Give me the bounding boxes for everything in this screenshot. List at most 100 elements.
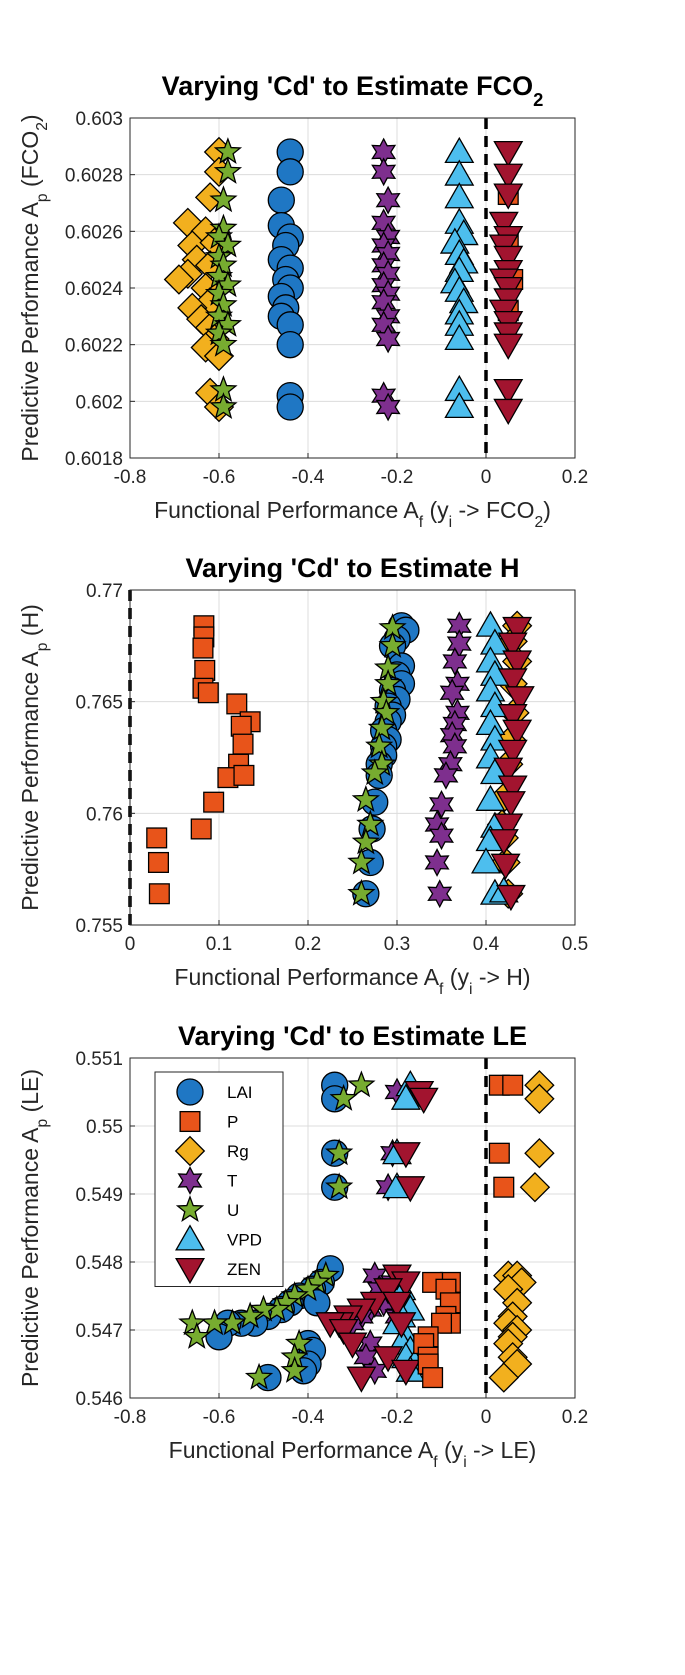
legend-item-u: U [175, 1195, 239, 1223]
y-tick-label: 0.548 [75, 1253, 123, 1274]
data-point-t [371, 157, 397, 187]
data-point-p [422, 1367, 444, 1389]
legend-label: P [227, 1113, 238, 1132]
legend-label: ZEN [227, 1260, 261, 1279]
data-point-lai [276, 158, 304, 186]
legend-marker-p [179, 1110, 201, 1133]
markers [178, 1070, 555, 1393]
data-point-zen [493, 140, 524, 168]
data-point-zen [390, 1142, 421, 1169]
legend-marker-zen [175, 1257, 205, 1285]
data-point-u [284, 1328, 314, 1356]
data-point-zen [493, 183, 524, 210]
data-point-u [249, 1294, 278, 1322]
y-axis-label: Predictive Performance Ap (FCO2) [17, 114, 51, 461]
chart-title: Varying 'Cd' to Estimate FCO2 [162, 71, 544, 110]
data-point-u [178, 1308, 207, 1336]
x-tick-label: 0.2 [562, 467, 588, 488]
data-point-zen [497, 668, 528, 695]
data-point-zen [495, 884, 526, 912]
data-point-zen [328, 1318, 359, 1346]
data-point-u [347, 847, 376, 875]
x-axis-label: Functional Performance Af (yi -> LE) [169, 1437, 537, 1471]
data-point-vpd [444, 323, 475, 351]
data-point-p [493, 1176, 515, 1198]
data-point-zen [497, 704, 528, 731]
data-point-rg [163, 264, 195, 295]
legend-marker-t [177, 1166, 203, 1195]
series-u [204, 137, 243, 420]
legend-label: T [227, 1172, 237, 1191]
legend-item-vpd: VPD [175, 1224, 262, 1251]
data-point-lai [276, 330, 304, 359]
data-point-zen [502, 650, 533, 677]
x-tick-label: -0.8 [114, 467, 147, 488]
data-point-u [209, 329, 238, 357]
y-tick-label: 0.6024 [65, 279, 124, 300]
legend-item-rg: Rg [174, 1135, 249, 1167]
data-point-p [226, 693, 248, 715]
data-point-u [213, 156, 243, 184]
y-tick-label: 0.76 [86, 804, 123, 825]
data-point-p [147, 851, 170, 873]
x-tick-label: 0.1 [206, 934, 232, 955]
data-point-zen [502, 616, 533, 644]
data-point-u [204, 318, 234, 346]
series-u [178, 1070, 376, 1390]
data-point-u [182, 1321, 211, 1349]
data-point-t [375, 392, 401, 422]
data-point-zen [373, 1278, 404, 1305]
data-point-u [378, 630, 407, 658]
data-point-zen [493, 378, 524, 406]
data-point-t [375, 324, 401, 354]
x-axis-label: Functional Performance Af (yi -> H) [174, 964, 530, 998]
data-point-zen [346, 1366, 377, 1393]
data-point-vpd [479, 628, 510, 655]
data-point-zen [488, 211, 519, 239]
chart-2: 0 0.1 0.2 0.3 0.4 0.5 0.755 0.76 0.765 0.77 Varyin… [17, 553, 588, 998]
series-zen [488, 140, 524, 426]
series-zen [488, 616, 535, 912]
x-tick-label: -0.4 [292, 1407, 325, 1428]
markers [146, 610, 535, 912]
data-point-zen [395, 1176, 426, 1203]
x-tick-label: 0 [481, 467, 492, 488]
data-point-p [502, 1074, 524, 1096]
data-point-zen [493, 757, 524, 784]
data-point-t [439, 678, 465, 708]
y-tick-label: 0.602 [75, 392, 123, 413]
data-point-rg [519, 1172, 551, 1203]
data-point-p [232, 733, 254, 755]
data-point-zen [493, 163, 524, 190]
data-point-p [190, 818, 212, 840]
data-point-u [280, 1355, 309, 1383]
data-point-p [230, 715, 252, 737]
data-point-vpd [444, 391, 475, 419]
data-point-rg [524, 1083, 555, 1114]
data-point-u [293, 1274, 323, 1302]
x-tick-label: 0.2 [295, 934, 321, 955]
data-point-u [204, 278, 234, 306]
legend-item-t: T [177, 1166, 237, 1195]
y-tick-label: 0.6022 [65, 336, 123, 357]
data-point-u [325, 1138, 354, 1166]
x-tick-label: -0.6 [203, 1407, 236, 1428]
data-point-p [203, 791, 225, 813]
data-point-u [236, 1301, 265, 1329]
y-tick-label: 0.549 [75, 1185, 123, 1206]
data-point-u [365, 731, 394, 759]
x-tick-label: 0.5 [562, 934, 588, 955]
data-point-zen [386, 1312, 417, 1339]
data-point-t [442, 647, 468, 676]
axes-box [129, 589, 576, 926]
data-point-u [347, 1070, 376, 1098]
data-point-u [356, 809, 385, 837]
x-tick-label: -0.2 [381, 467, 414, 488]
data-point-t [429, 821, 454, 851]
chart-title: Varying 'Cd' to Estimate H [186, 553, 520, 583]
legend-marker-vpd [175, 1224, 205, 1251]
y-tick-label: 0.603 [75, 109, 123, 130]
legend-label: VPD [227, 1231, 262, 1250]
y-axis-label: Predictive Performance Ap (H) [17, 604, 51, 911]
x-tick-label: 0.3 [384, 934, 410, 955]
